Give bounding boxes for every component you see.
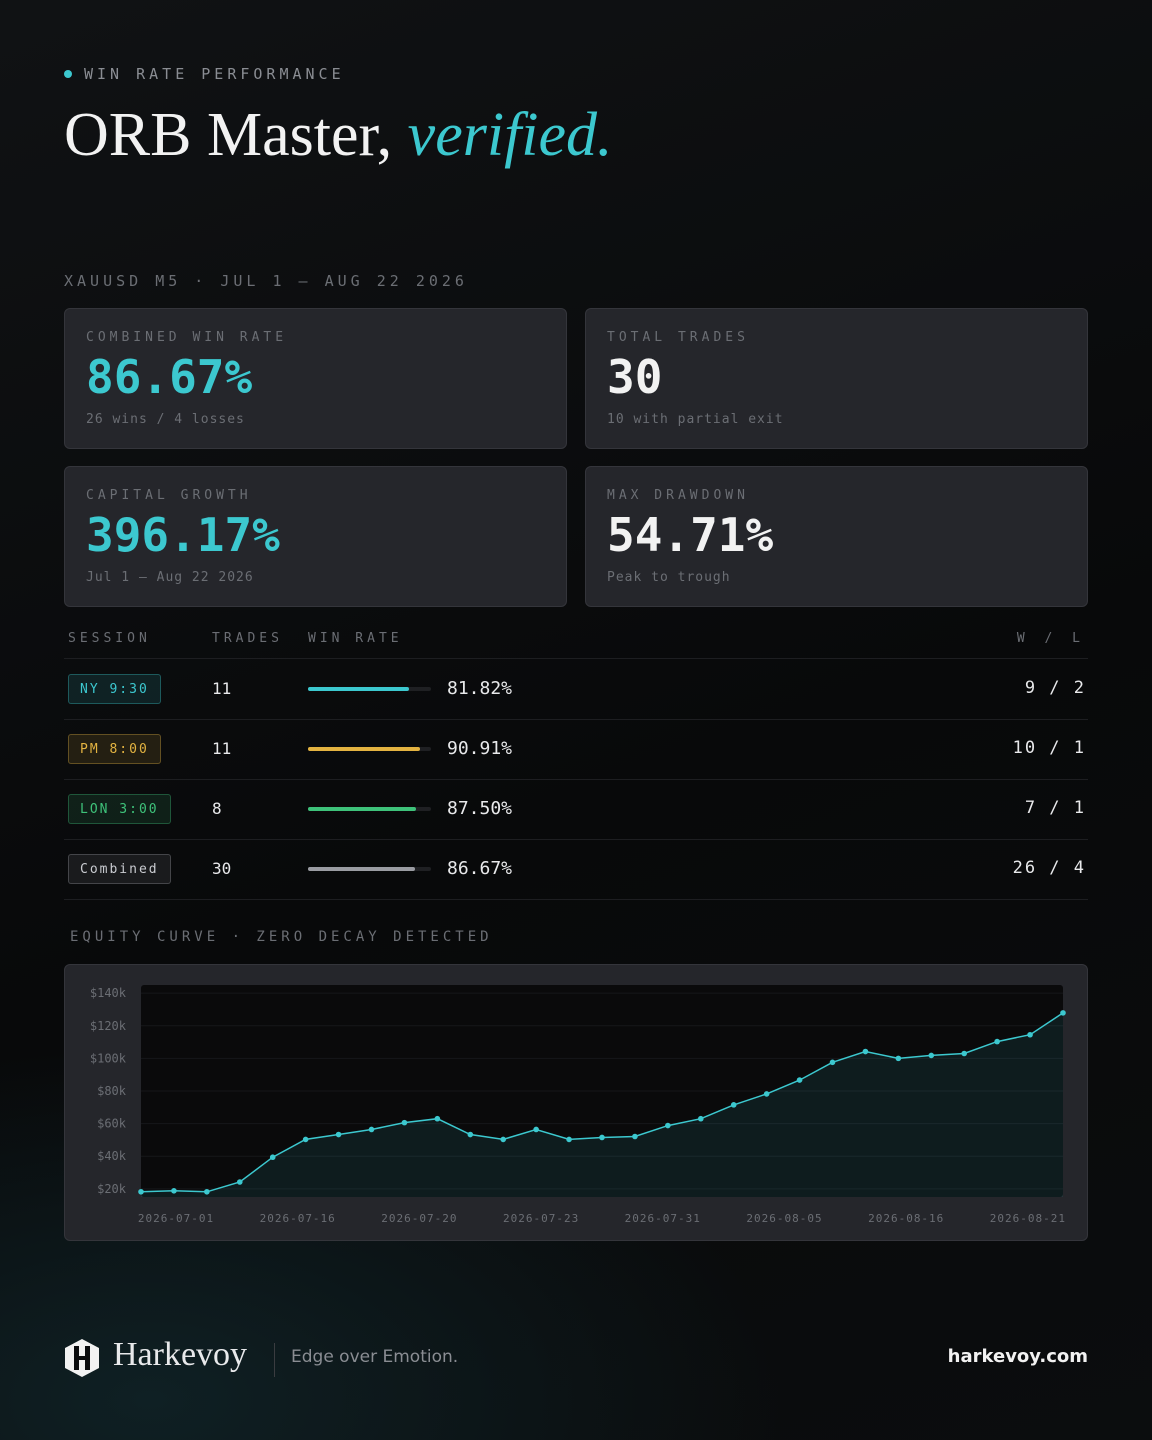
url[interactable]: harkevoy.com bbox=[947, 1346, 1088, 1367]
title: ORB Master, verified. bbox=[64, 100, 613, 171]
title-main: ORB Master, bbox=[64, 101, 393, 169]
win-rate: 86.67% bbox=[447, 858, 513, 879]
stat-note: 10 with partial exit bbox=[607, 412, 784, 427]
row-divider bbox=[64, 719, 1088, 720]
row-divider bbox=[64, 839, 1088, 840]
stat-label: MAX DRAWDOWN bbox=[607, 488, 749, 503]
win-rate-bar bbox=[308, 867, 415, 871]
session-pill: LON 3:00 bbox=[68, 794, 171, 824]
row-divider bbox=[64, 899, 1088, 900]
trades: 30 bbox=[212, 859, 232, 878]
stat-note: Jul 1 – Aug 22 2026 bbox=[86, 570, 254, 585]
stat-label: COMBINED WIN RATE bbox=[86, 330, 288, 345]
win-rate: 81.82% bbox=[447, 678, 513, 699]
eyebrow-dot bbox=[64, 70, 72, 78]
table-header: W / L bbox=[1016, 631, 1086, 646]
win-rate-bar bbox=[308, 687, 409, 691]
stat-card bbox=[585, 466, 1088, 607]
session-pill: NY 9:30 bbox=[68, 674, 161, 704]
subtitle: XAUUSD M5 · JUL 1 – AUG 22 2026 bbox=[64, 272, 468, 290]
row-divider bbox=[64, 658, 1088, 659]
session-pill: PM 8:00 bbox=[68, 734, 161, 764]
stat-value: 30 bbox=[607, 350, 663, 404]
stat-card bbox=[64, 308, 567, 449]
win-rate: 90.91% bbox=[447, 738, 513, 759]
win-rate-bar bbox=[308, 747, 420, 751]
wl: 26 / 4 bbox=[1012, 858, 1086, 878]
stat-note: 26 wins / 4 losses bbox=[86, 412, 245, 427]
stat-value: 54.71% bbox=[607, 508, 774, 562]
wl: 7 / 1 bbox=[1024, 798, 1086, 818]
divider bbox=[274, 1343, 275, 1377]
stat-label: TOTAL TRADES bbox=[607, 330, 749, 345]
stat-note: Peak to trough bbox=[607, 570, 731, 585]
wl: 10 / 1 bbox=[1012, 738, 1086, 758]
eyebrow: WIN RATE PERFORMANCE bbox=[84, 65, 345, 83]
brand: Harkevoy bbox=[113, 1336, 248, 1373]
chart-card bbox=[64, 964, 1088, 1241]
table-header: WIN RATE bbox=[308, 631, 403, 646]
trades: 8 bbox=[212, 799, 222, 818]
stat-card bbox=[585, 308, 1088, 449]
stat-value: 396.17% bbox=[86, 508, 280, 562]
title-accent: verified. bbox=[407, 101, 613, 169]
stat-card bbox=[64, 466, 567, 607]
win-rate-bar bbox=[308, 807, 416, 811]
table-header: TRADES bbox=[212, 631, 283, 646]
win-rate: 87.50% bbox=[447, 798, 513, 819]
stat-label: CAPITAL GROWTH bbox=[86, 488, 252, 503]
row-divider bbox=[64, 779, 1088, 780]
table-header: SESSION bbox=[68, 631, 151, 646]
trades: 11 bbox=[212, 679, 232, 698]
trades: 11 bbox=[212, 739, 232, 758]
logo bbox=[65, 1339, 99, 1377]
chart-title: EQUITY CURVE · ZERO DECAY DETECTED bbox=[70, 929, 493, 945]
tagline: Edge over Emotion. bbox=[291, 1347, 459, 1367]
wl: 9 / 2 bbox=[1024, 678, 1086, 698]
stat-value: 86.67% bbox=[86, 350, 253, 404]
session-pill: Combined bbox=[68, 854, 171, 884]
